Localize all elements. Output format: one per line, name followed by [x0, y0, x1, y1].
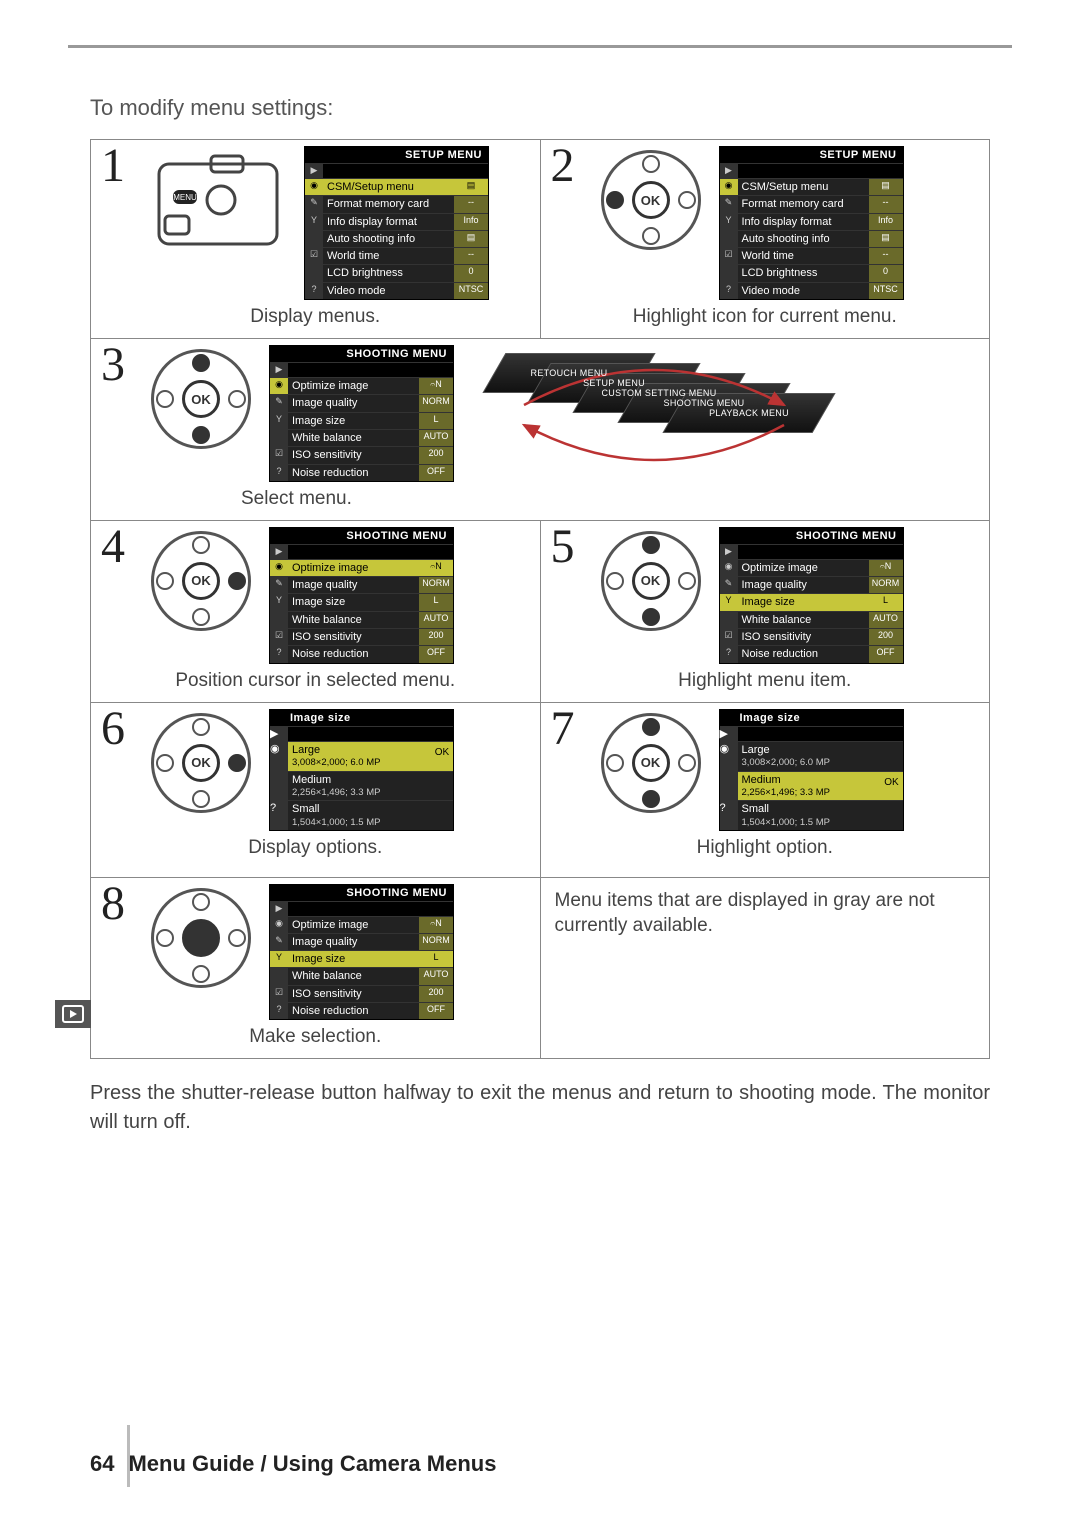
step-number: 6	[101, 701, 125, 756]
dial-left-icon: OK	[601, 150, 701, 250]
lcd-title: SHOOTING MENU	[720, 528, 903, 544]
note-text: Menu items that are displayed in gray ar…	[551, 884, 980, 939]
lcd-title: Image size	[720, 710, 903, 726]
step-2: 2 OK SETUP MENU ▶ ◉CSM/Setup menu▤ ✎Form…	[540, 140, 990, 339]
lcd-title: SHOOTING MENU	[270, 885, 453, 901]
steps-table: 1 MENU SETUP MENU ▶ ◉CS	[90, 139, 990, 1059]
dial-right-icon: OK	[151, 531, 251, 631]
step-number: 4	[101, 519, 125, 574]
lcd-title: SHOOTING MENU	[270, 528, 453, 544]
step-number: 2	[551, 138, 575, 193]
page-number: 64	[90, 1451, 114, 1477]
page-footer: 64 Menu Guide / Using Camera Menus	[90, 1451, 496, 1477]
step-caption: Highlight menu item.	[551, 670, 980, 692]
svg-text:MENU: MENU	[173, 193, 197, 202]
step-number: 1	[101, 138, 125, 193]
top-rule	[68, 45, 1012, 48]
dial-updown-icon: OK	[601, 713, 701, 813]
lcd-shooting-menu-8: SHOOTING MENU ▶ ◉Optimize image𝄐N ✎Image…	[269, 884, 454, 1021]
bottom-paragraph: Press the shutter-release button halfway…	[90, 1079, 990, 1137]
step-caption: Highlight icon for current menu.	[551, 306, 980, 328]
step-7: 7 OK Image size ▶ ◉ Large 3,008×2,000	[540, 702, 990, 877]
step-number: 3	[101, 337, 125, 392]
step-caption: Make selection.	[101, 1026, 530, 1048]
lcd-image-size-7: Image size ▶ ◉ Large 3,008×2,000; 6.0 MP…	[719, 709, 904, 832]
lcd-shooting-menu-4: SHOOTING MENU ▶ ◉Optimize image𝄐N ✎Image…	[269, 527, 454, 664]
step-8: 8 SHOOTING MENU ▶ ◉Optimize image𝄐N ✎Ima…	[91, 877, 541, 1059]
lcd-title: Image size	[270, 710, 453, 726]
camera-body-icon: MENU	[151, 146, 286, 256]
intro-text: To modify menu settings:	[90, 95, 990, 121]
step-caption: Select menu.	[241, 488, 979, 510]
dial-updown-icon: OK	[601, 531, 701, 631]
step-1: 1 MENU SETUP MENU ▶ ◉CS	[91, 140, 541, 339]
step-caption: Position cursor in selected menu.	[101, 670, 530, 692]
step-caption: Display menus.	[101, 306, 530, 328]
note-cell: Menu items that are displayed in gray ar…	[540, 877, 990, 1059]
step-caption: Display options.	[101, 837, 530, 859]
page-content: To modify menu settings: 1 MENU	[90, 95, 990, 1137]
lcd-shooting-menu-5: SHOOTING MENU ▶ ◉Optimize image𝄐N ✎Image…	[719, 527, 904, 664]
step-3: 3 OK SHOOTING MENU ▶ ◉Optimize image𝄐N ✎	[91, 339, 990, 521]
step-caption: Highlight option.	[551, 837, 980, 859]
step-6: 6 OK Image size ▶ ◉ Large 3,008×2,000	[91, 702, 541, 877]
step-5: 5 OK SHOOTING MENU ▶ ◉Optimize image𝄐N ✎…	[540, 520, 990, 702]
lcd-setup-menu-1: SETUP MENU ▶ ◉CSM/Setup menu▤ ✎Format me…	[304, 146, 489, 300]
lcd-image-size-6: Image size ▶ ◉ Large 3,008×2,000; 6.0 MP…	[269, 709, 454, 832]
step-number: 5	[551, 519, 575, 574]
lcd-title: SETUP MENU	[720, 147, 903, 163]
step-number: 8	[101, 876, 125, 931]
lcd-title: SETUP MENU	[305, 147, 488, 163]
step-4: 4 OK SHOOTING MENU ▶ ◉Optimize image𝄐N ✎…	[91, 520, 541, 702]
step-number: 7	[551, 701, 575, 756]
lcd-title: SHOOTING MENU	[270, 346, 453, 362]
playback-tab-icon	[55, 1000, 91, 1028]
stacked-menus-figure: RETOUCH MENU SETUP MENU CUSTOM SETTING M…	[484, 345, 824, 465]
dial-ok-icon	[151, 888, 251, 988]
footer-title: Menu Guide / Using Camera Menus	[128, 1451, 496, 1477]
lcd-setup-menu-2: SETUP MENU ▶ ◉CSM/Setup menu▤ ✎Format me…	[719, 146, 904, 300]
lcd-shooting-menu-3: SHOOTING MENU ▶ ◉Optimize image𝄐N ✎Image…	[269, 345, 454, 482]
dial-right-icon: OK	[151, 713, 251, 813]
dial-updown-icon: OK	[151, 349, 251, 449]
